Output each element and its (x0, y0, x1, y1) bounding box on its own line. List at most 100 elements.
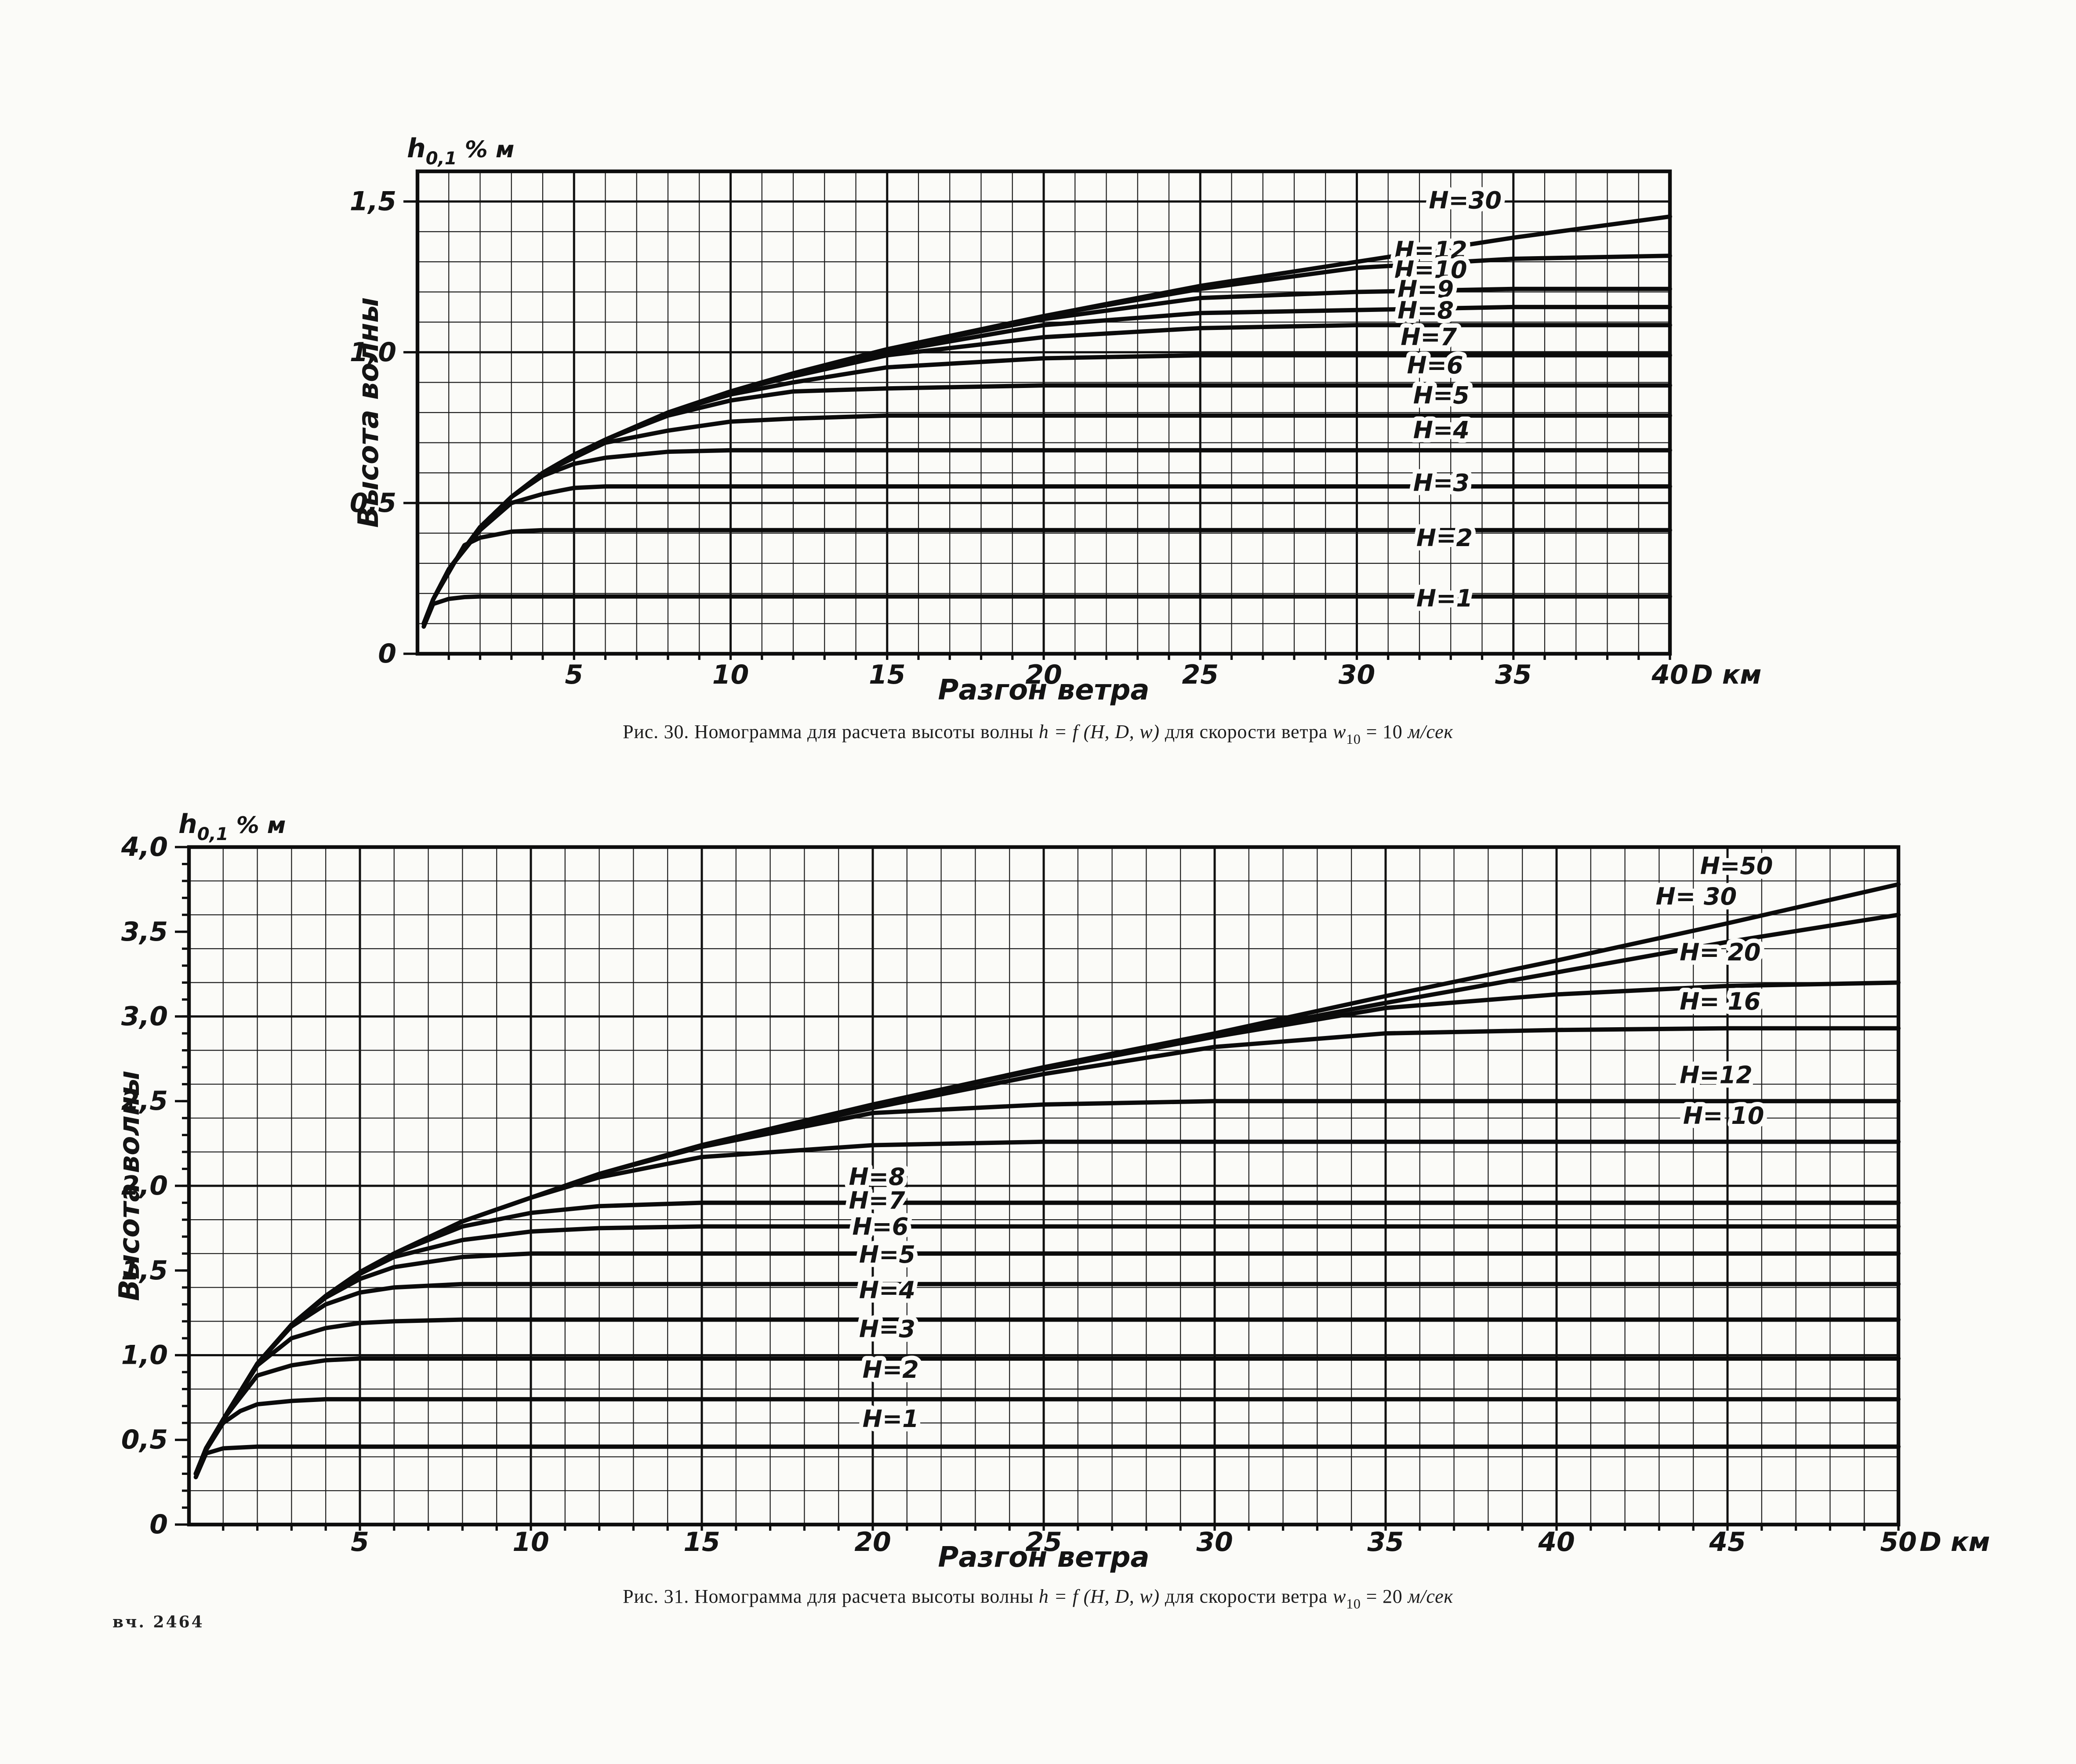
curve-H1 (193, 1444, 1901, 1479)
y-tick-label: 2,5 (121, 1086, 168, 1116)
y-tick-label: 1,0 (121, 1340, 168, 1371)
curve-label-H2: H=2 (1416, 524, 1473, 552)
curve-H5 (421, 413, 1672, 626)
caption-text: Рис. 31. Номограмма для расчета высоты в… (623, 1587, 1034, 1608)
curve-label-H30: H=30 (1429, 187, 1502, 214)
curve-H30 (193, 913, 1901, 1476)
curve-H7 (193, 1224, 1901, 1476)
curve-label-H5: H=5 (1413, 382, 1470, 409)
x-tick-label: 40 (1651, 659, 1688, 690)
curve-label-H50: H=50 (1700, 852, 1773, 880)
wind-symbol: w (1332, 722, 1346, 743)
print-stamp: вч. 2464 (113, 1615, 204, 1633)
curve-label-H12: H=12 (1394, 236, 1467, 264)
y-axis-title: Высота волны (113, 1071, 146, 1301)
caption-text: для скорости ветра (1165, 1587, 1328, 1608)
y-tick-label: 0 (378, 638, 396, 669)
x-tick-label: 10 (512, 1527, 549, 1558)
curve-label-H10: H=10 (1394, 256, 1467, 283)
x-tick-label: 35 (1495, 659, 1532, 690)
figure-30-caption: Рис. 30. Номограмма для расчета высоты в… (0, 722, 2076, 747)
curve-label-H6: H=6 (1407, 351, 1463, 379)
curve-H2 (193, 1397, 1901, 1476)
wind-subscript: 10 (1346, 1596, 1361, 1612)
curve-H50 (193, 882, 1901, 1476)
caption-text: для скорости ветра (1165, 722, 1328, 743)
figure-31-caption: Рис. 31. Номограмма для расчета высоты в… (0, 1587, 2076, 1612)
y-tick-label: 0 (149, 1509, 168, 1540)
x-tick-label: 10 (712, 659, 749, 690)
caption-units: м/сек (1408, 1587, 1453, 1608)
x-tick-label: 15 (869, 659, 906, 690)
curve-H6 (421, 383, 1672, 626)
x-axis-title: Разгон ветра (938, 674, 1149, 706)
x-tick-label: 25 (1025, 1527, 1062, 1558)
curve-H2 (421, 528, 1672, 626)
y-tick-label: 1,0 (350, 337, 396, 368)
x-axis-unit: D км (1691, 659, 1761, 690)
curve-H1 (421, 594, 1672, 629)
curve-label-H10: H= 10 (1683, 1102, 1764, 1130)
curve-label-H16: H= 16 (1680, 988, 1760, 1015)
curve-H8 (421, 323, 1672, 626)
curve-label-H1: H=1 (1416, 584, 1473, 612)
curve-label-H3: H=3 (859, 1315, 915, 1343)
curve-label-H1: H=1 (863, 1405, 919, 1433)
curve-label-H30: H= 30 (1656, 883, 1737, 910)
x-tick-label: 5 (351, 1527, 369, 1558)
x-tick-label: 30 (1196, 1527, 1233, 1558)
curve-label-H8: H=8 (1397, 297, 1454, 324)
x-tick-label: 20 (854, 1527, 891, 1558)
curve-label-H4: H=4 (1413, 417, 1470, 444)
x-tick-label: 45 (1709, 1527, 1746, 1558)
y-tick-label: 4,0 (121, 832, 168, 862)
y-tick-label: 1,5 (350, 186, 396, 217)
curve-label-H20: H= 20 (1680, 938, 1760, 966)
caption-text: Рис. 30. Номограмма для расчета высоты в… (623, 722, 1034, 743)
y-tick-label: 0,5 (121, 1424, 168, 1455)
curve-label-H12: H=12 (1680, 1061, 1753, 1089)
x-tick-label: 5 (565, 659, 583, 690)
curve-H4 (193, 1317, 1901, 1476)
curve-label-H4: H=4 (859, 1276, 915, 1304)
curve-label-H3: H=3 (1413, 469, 1470, 497)
caption-value: = 10 (1366, 722, 1403, 743)
x-tick-label: 20 (1025, 659, 1062, 690)
y-tick-label: 1,5 (121, 1255, 168, 1286)
curve-label-H6: H=6 (852, 1213, 908, 1241)
curve-label-H5: H=5 (859, 1241, 915, 1268)
caption-units: м/сек (1408, 722, 1453, 743)
y-tick-label: 0,5 (350, 488, 396, 518)
wind-subscript: 10 (1346, 731, 1361, 747)
curve-label-H2: H=2 (863, 1356, 919, 1384)
fig30-chart: 0 0,5 1,0 1,5 5 10 15 20 25 30 35 40 D км Разгон ветр… (350, 133, 1762, 706)
y-axis-symbol: h0,1 % м (178, 809, 286, 844)
x-tick-label: 40 (1538, 1527, 1575, 1558)
x-tick-label: 25 (1182, 659, 1219, 690)
curve-label-H7: H=7 (849, 1187, 905, 1214)
y-axis-title: Высота волны (352, 297, 385, 528)
curve-label-H9: H=9 (1397, 275, 1454, 303)
y-tick-label: 2,0 (121, 1170, 168, 1201)
wind-symbol: w (1332, 1587, 1346, 1608)
x-axis-title: Разгон ветра (938, 1541, 1149, 1574)
curve-H30 (421, 214, 1672, 626)
caption-formula: h = f (H, D, w) (1038, 722, 1160, 743)
curve-H10 (193, 1139, 1901, 1476)
y-axis-symbol: h0,1 % м (407, 133, 514, 169)
x-tick-label: 15 (683, 1527, 720, 1558)
y-tick-label: 3,0 (121, 1001, 168, 1032)
curve-H7 (421, 353, 1672, 626)
curve-H3 (421, 484, 1672, 626)
curve-H16 (193, 1026, 1901, 1476)
curve-label-H7: H=7 (1401, 323, 1457, 351)
x-tick-label: 35 (1367, 1527, 1404, 1558)
curve-label-H8: H=8 (849, 1163, 905, 1191)
x-axis-unit: D км (1920, 1527, 1990, 1558)
x-tick-label: 30 (1339, 659, 1376, 690)
x-tick-label: 50 (1880, 1527, 1917, 1558)
caption-value: = 20 (1366, 1587, 1403, 1608)
